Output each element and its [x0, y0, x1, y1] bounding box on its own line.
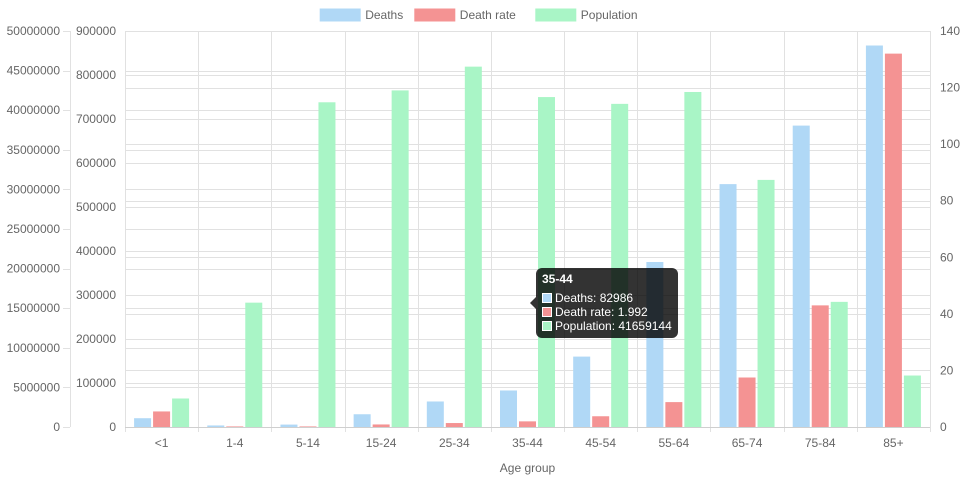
bar-population-25-34 — [464, 66, 482, 427]
legend-label-population: Population — [581, 8, 638, 22]
bar-population-45-54 — [611, 103, 629, 427]
bar-deaths-1 — [134, 418, 152, 427]
bar-deaths-1-4 — [207, 425, 225, 427]
bar-population-35-44 — [538, 97, 555, 428]
bar-death-rate-65-74 — [738, 377, 756, 427]
y-rate-tick-label: 80 — [940, 194, 954, 208]
tooltip-row-death-rate: Death rate: 1.992 — [542, 305, 672, 319]
bar-death-rate-15-24 — [372, 424, 390, 427]
bar-population-85 — [903, 375, 921, 427]
y-rate-tick-label: 20 — [940, 363, 954, 377]
legend-label-death-rate: Death rate — [460, 8, 516, 22]
x-tick-label: 1-4 — [226, 436, 244, 450]
x-tick-label: 85+ — [883, 436, 903, 450]
bar-death-rate-55-64 — [665, 402, 683, 427]
y-deaths-tick-label: 600000 — [76, 156, 116, 170]
y-population-tick-label: 20000000 — [7, 262, 61, 276]
bar-deaths-15-24 — [353, 414, 371, 427]
y-population-tick-label: 5000000 — [13, 380, 60, 394]
y-rate-tick-label: 40 — [940, 307, 954, 321]
bar-deaths-75-84 — [792, 125, 810, 427]
y-deaths-tick-label: 400000 — [76, 244, 116, 258]
tooltip-row-deaths: Deaths: 82986 — [542, 291, 672, 305]
bar-death-rate-35-44 — [519, 421, 536, 427]
bar-population-55-64 — [684, 91, 702, 427]
x-tick-label: <1 — [155, 436, 169, 450]
bar-deaths-35-44 — [500, 390, 517, 427]
bar-deaths-5-14 — [280, 424, 298, 427]
y-deaths-tick-label: 700000 — [76, 112, 116, 126]
y-population-tick-label: 25000000 — [7, 222, 61, 236]
y-deaths-tick-label: 300000 — [76, 288, 116, 302]
legend-swatch-population — [535, 8, 577, 22]
x-tick-label: 45-54 — [585, 436, 616, 450]
x-tick-label: 15-24 — [366, 436, 397, 450]
tooltip-swatch-death-rate — [542, 307, 552, 317]
bar-death-rate-1-4 — [226, 426, 244, 427]
y-rate-tick-label: 60 — [940, 250, 954, 264]
x-tick-label: 55-64 — [659, 436, 690, 450]
y-population-tick-label: 35000000 — [7, 143, 61, 157]
tooltip-caret — [530, 297, 536, 309]
bar-population-15-24 — [391, 90, 409, 428]
tooltip-title: 35-44 — [542, 272, 573, 286]
y-deaths-tick-label: 900000 — [76, 24, 116, 38]
y-population-tick-label: 10000000 — [7, 341, 61, 355]
y-population-tick-label: 30000000 — [7, 182, 61, 196]
x-tick-label: 5-14 — [296, 436, 320, 450]
legend-label-deaths: Deaths — [365, 8, 403, 22]
tooltip-row-population: Population: 41659144 — [542, 319, 672, 333]
x-tick-label: 25-34 — [439, 436, 470, 450]
y-deaths-tick-label: 0 — [109, 420, 116, 434]
bar-deaths-25-34 — [426, 401, 444, 427]
y-population-tick-label: 0 — [53, 420, 60, 434]
y-rate-tick-label: 140 — [940, 24, 960, 38]
y-rate-tick-label: 100 — [940, 137, 960, 151]
bar-death-rate-1 — [153, 411, 171, 427]
x-tick-label: 35-44 — [512, 436, 543, 450]
y-deaths-tick-label: 800000 — [76, 68, 116, 82]
bar-death-rate-75-84 — [811, 305, 829, 427]
bar-deaths-85 — [865, 45, 883, 428]
bar-population-1-4 — [245, 302, 263, 427]
bar-population-1 — [172, 398, 190, 427]
y-deaths-tick-label: 100000 — [76, 376, 116, 390]
bar-death-rate-5-14 — [299, 426, 317, 427]
y-population-tick-label: 40000000 — [7, 103, 61, 117]
y-deaths-tick-label: 500000 — [76, 200, 116, 214]
y-population-tick-label: 15000000 — [7, 301, 61, 315]
bar-death-rate-25-34 — [445, 423, 463, 427]
x-tick-label: 75-84 — [805, 436, 836, 450]
y-deaths-tick-label: 200000 — [76, 332, 116, 346]
y-population-tick-label: 45000000 — [7, 64, 61, 78]
y-rate-tick-label: 120 — [940, 81, 960, 95]
tooltip-swatch-deaths — [542, 293, 552, 303]
x-tick-label: 65-74 — [732, 436, 763, 450]
tooltip-swatch-population — [542, 321, 552, 331]
bar-death-rate-45-54 — [592, 416, 610, 427]
bar-deaths-45-54 — [573, 356, 591, 427]
y-population-tick-label: 50000000 — [7, 24, 61, 38]
legend-swatch-deaths — [319, 8, 361, 22]
tooltip: 35-44 Deaths: 82986 Death rate: 1.992 Po… — [530, 268, 678, 338]
bar-population-5-14 — [318, 102, 336, 427]
tooltip-text-deaths: Deaths: 82986 — [555, 291, 634, 305]
bar-death-rate-85 — [884, 53, 902, 427]
y-rate-tick-label: 0 — [940, 420, 947, 434]
bar-population-75-84 — [830, 301, 848, 427]
tooltip-text-death-rate: Death rate: 1.992 — [555, 305, 648, 319]
x-axis-title: Age group — [500, 461, 556, 475]
tooltip-text-population: Population: 41659144 — [555, 319, 672, 333]
legend-swatch-death-rate — [414, 8, 456, 22]
bar-population-65-74 — [757, 179, 775, 427]
bar-deaths-65-74 — [719, 184, 737, 427]
